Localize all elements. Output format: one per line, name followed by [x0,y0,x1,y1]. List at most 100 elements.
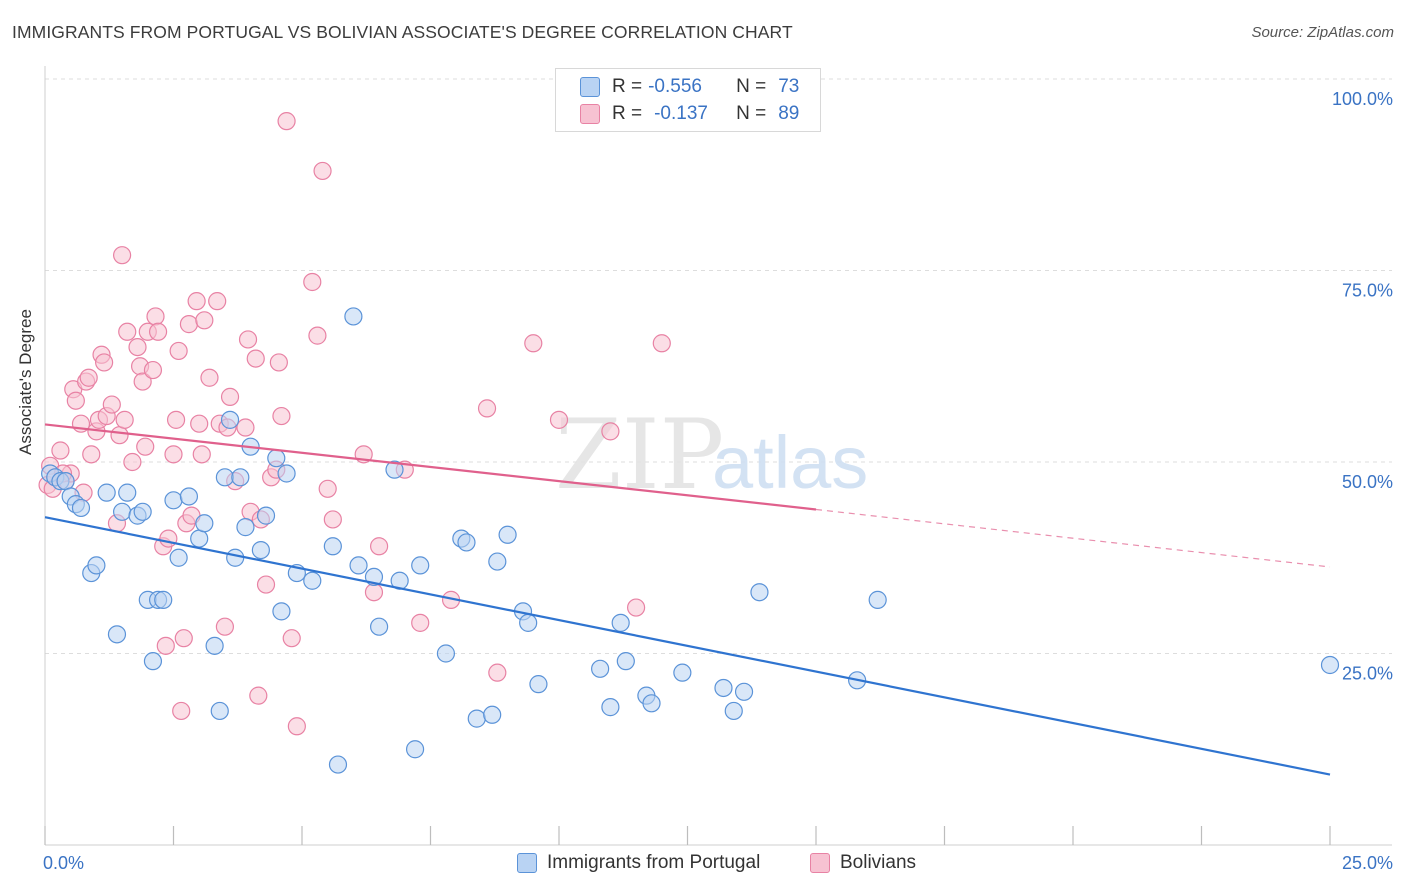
portugal-point [734,682,754,701]
portugal-point [483,705,502,724]
bolivians-point [112,246,132,265]
portugal-point [267,449,286,468]
bolivians-point [549,410,569,429]
portugal-point [107,625,127,644]
portugal-point [1320,655,1340,675]
portugal-point [220,410,240,429]
bolivians-point [179,315,199,334]
trend-lines [44,423,1331,776]
portugal-point [272,602,291,621]
series-legend-portugal[interactable]: Immigrants from Portugal [517,852,760,874]
bolivians-point [249,686,268,705]
portugal-point [467,709,486,728]
portugal-point [112,502,132,521]
bolivians-point [303,272,322,292]
series-label-portugal: Immigrants from Portugal [547,852,761,873]
legend-row-portugal: R = -0.556 N = 73 [580,74,799,100]
portugal-point [724,701,743,721]
portugal-point [118,483,137,502]
bolivians-point [128,338,147,357]
portugal-point [498,525,517,544]
portugal-points [41,307,1340,774]
legend-row-bolivians: R = -0.137 N = 89 [580,101,799,127]
legend-r-label: R = [612,103,643,124]
bolivians-point [323,510,342,529]
bolivians-point [220,387,240,406]
portugal-point [519,613,538,632]
bolivians-point [287,717,306,736]
source-label: Source: ZipAtlas.com [1251,24,1394,41]
bolivians-point [192,445,211,464]
chart-title: IMMIGRANTS FROM PORTUGAL VS BOLIVIAN ASS… [12,22,793,42]
portugal-point [133,502,152,521]
bolivians-point [215,617,234,636]
portugal-point [411,556,430,575]
portugal-point [323,537,342,556]
portugal-point [205,636,224,655]
portugal-point [226,548,245,567]
portugal-point [714,678,733,698]
bolivians-point [200,368,219,387]
bolivians-point [370,537,389,556]
bolivians-point [272,406,291,426]
portugal-point [601,698,620,717]
portugal-point [303,571,322,590]
bolivians-point [123,452,142,472]
portugal-point [195,514,214,533]
portugal-point [87,556,106,575]
series-legend-bolivians[interactable]: Bolivians [810,852,916,874]
watermark-zip: ZIP [555,399,724,511]
legend-n-value: 89 [778,103,800,124]
legend-r-label: R = [612,76,643,97]
portugal-trend-line [44,516,1331,776]
bolivians-point [601,422,620,441]
x-tick-labels: 0.0% 25.0% [43,853,1393,873]
bolivians-point [159,529,178,548]
bolivians-point [156,636,175,655]
legend-r-value: -0.556 [648,76,702,97]
bolivians-point [136,437,155,456]
portugal-point [231,468,250,487]
bolivians-point [488,663,507,682]
bolivians-trend-line [44,423,817,511]
legend-swatch-blue [580,77,600,97]
portugal-point [154,590,173,609]
grid-lines [45,78,1392,654]
bolivians-point [308,326,327,345]
portugal-point [436,644,456,663]
bolivians-point [115,410,134,429]
portugal-point [529,675,548,694]
portugal-point [344,307,363,326]
bolivians-point [652,334,671,353]
portugal-point [591,659,610,678]
portugal-point [143,652,163,671]
legend-swatch-pink [580,104,600,124]
bolivians-point [524,334,543,353]
portugal-point [277,464,296,483]
bolivians-point [143,360,163,380]
bolivians-point [269,353,288,372]
series-swatch-blue [517,853,537,873]
y-tick-label: 75.0% [1342,281,1393,301]
bolivians-point [82,445,101,464]
portugal-point [256,506,276,525]
portugal-point [169,548,188,567]
bolivians-point [208,292,227,311]
portugal-point [190,529,209,548]
bolivians-point [133,372,152,391]
bolivians-point [79,368,98,387]
portugal-point [215,468,234,487]
bolivians-point [51,441,70,460]
x-tick-label: 0.0% [43,853,84,873]
bolivians-point [277,112,296,131]
series-label-bolivians: Bolivians [840,852,917,873]
bolivians-point [172,701,191,721]
watermark-atlas: atlas [712,421,868,504]
x-tick-label: 25.0% [1342,853,1393,873]
y-tick-label: 25.0% [1342,664,1393,684]
bolivians-point [169,341,188,361]
axes [44,66,1392,846]
bolivians-point [238,330,258,349]
portugal-point [642,694,661,713]
